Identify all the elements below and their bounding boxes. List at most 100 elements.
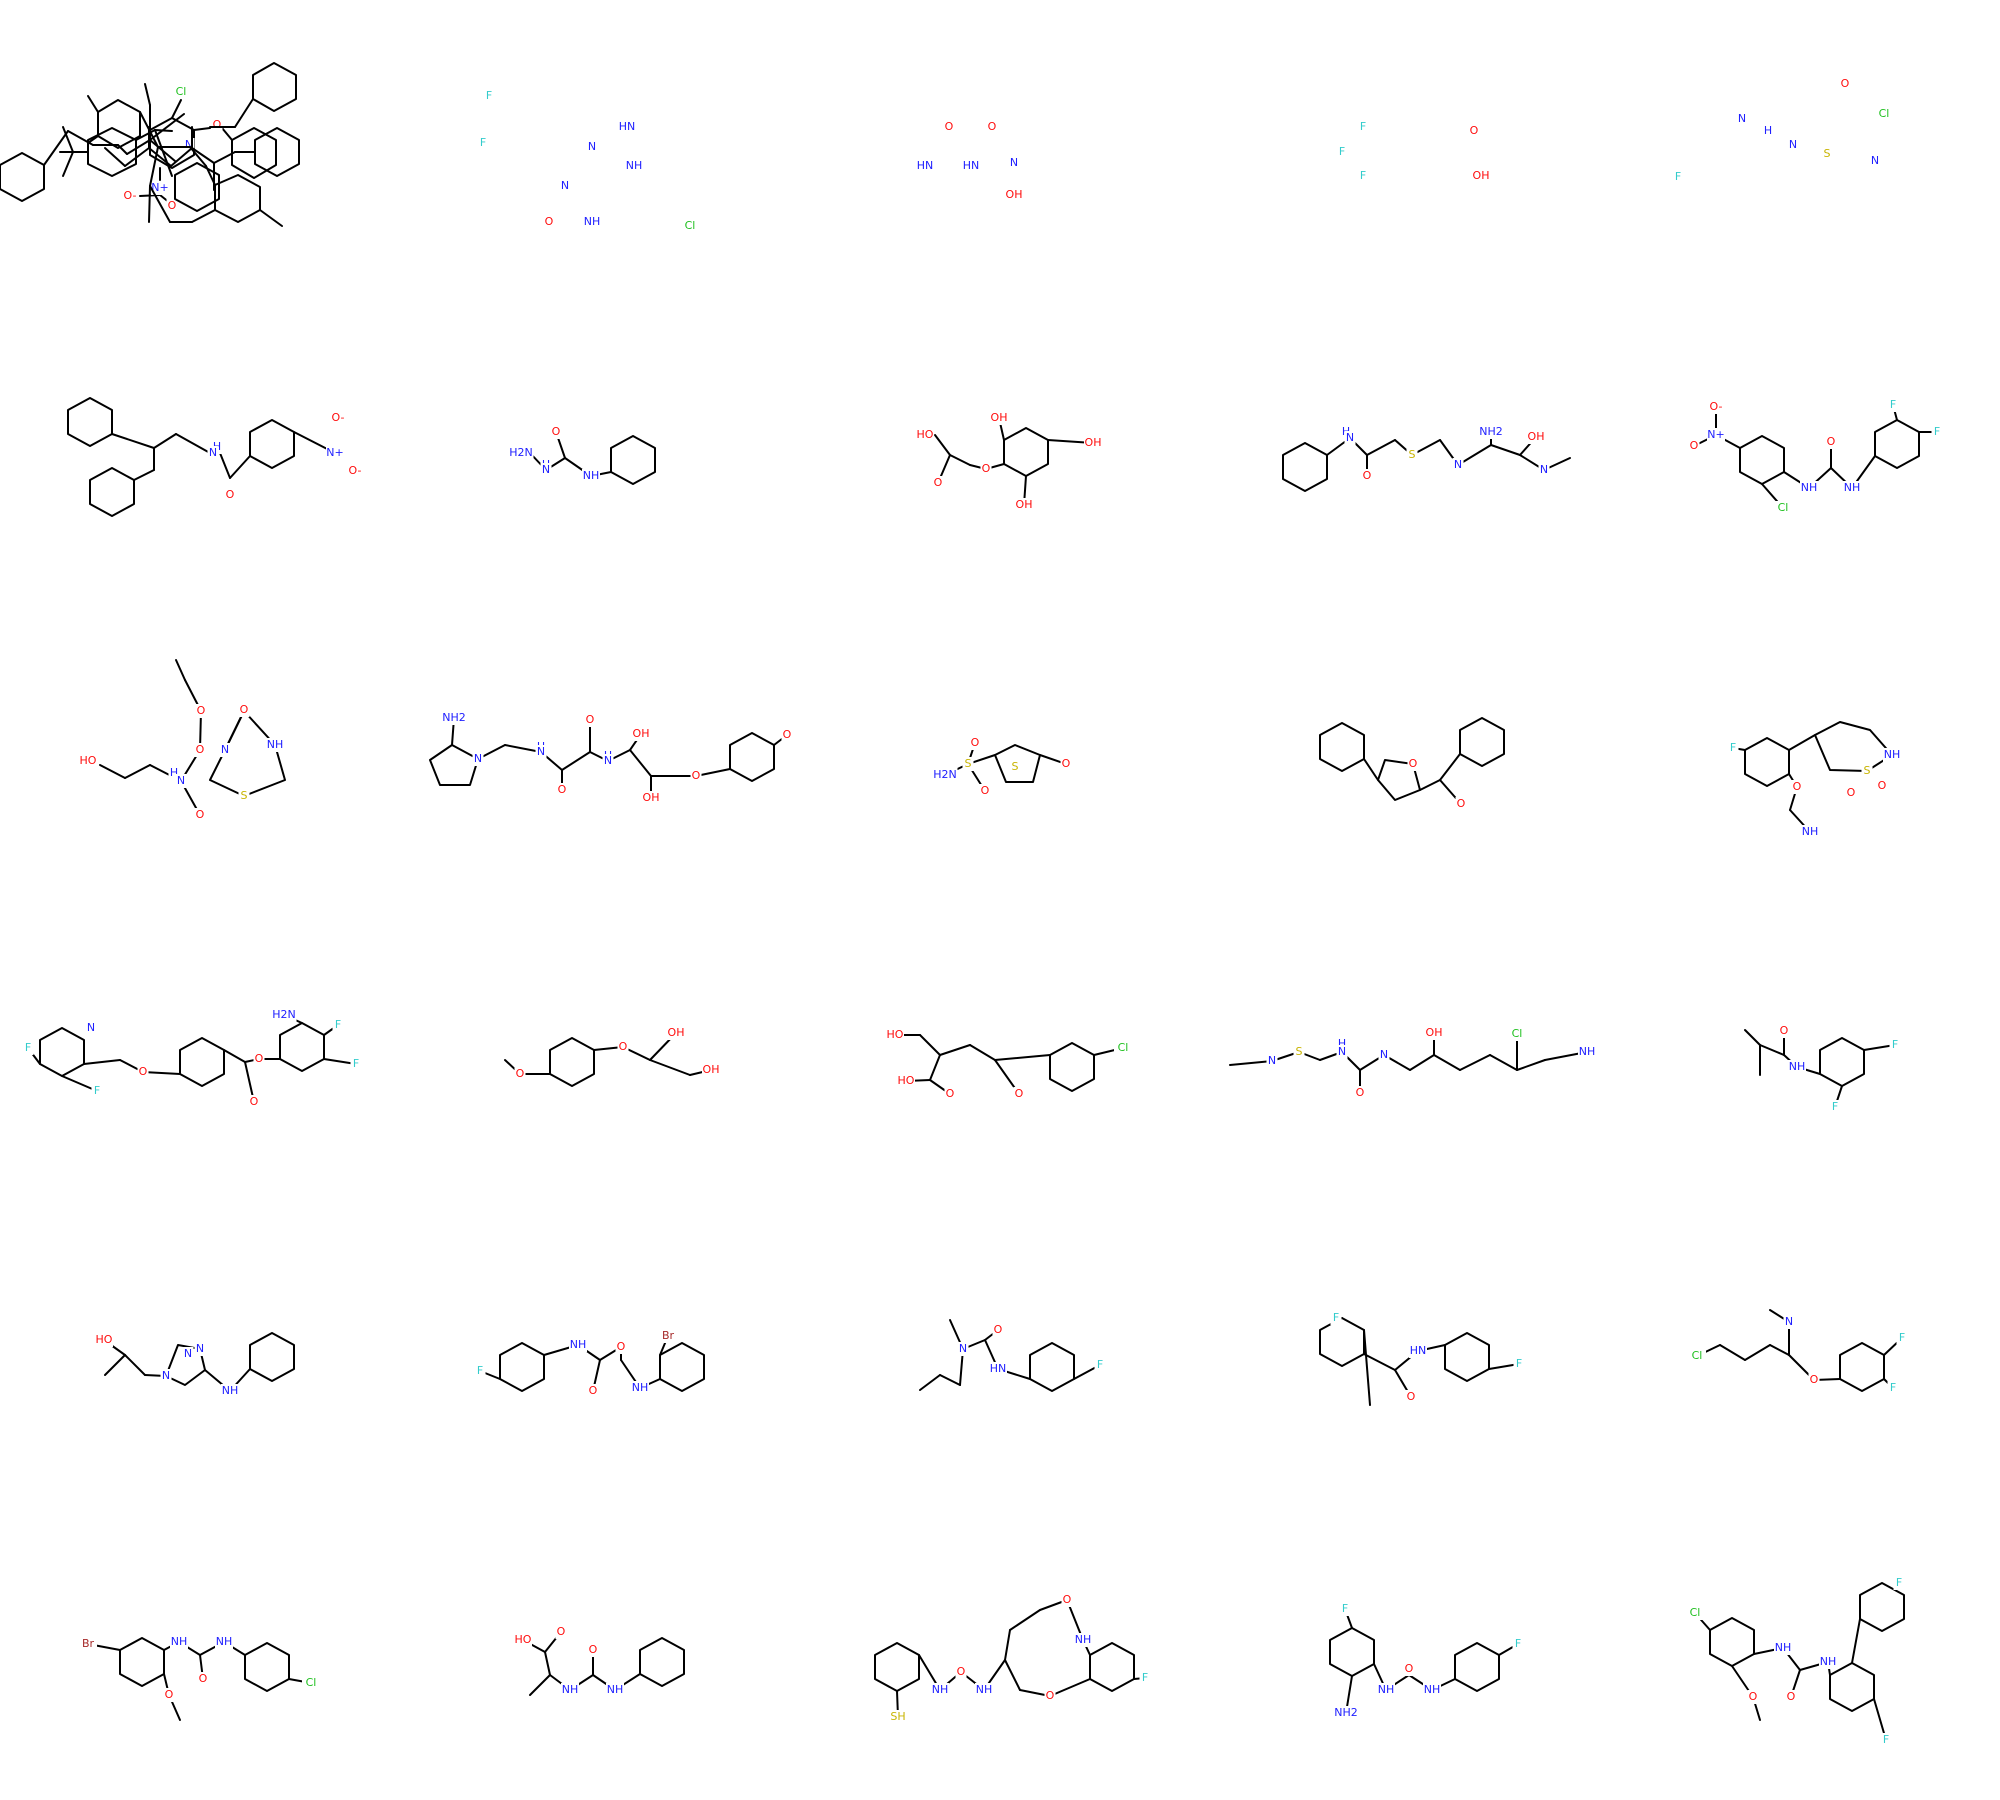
ring-bond	[1049, 1042, 1095, 1092]
ring-bond	[1819, 1037, 1865, 1087]
atom-label: F	[486, 89, 492, 102]
atom-label-bg	[1330, 1311, 1342, 1325]
molecule-phenylsemicarbazide: OH2NHNNH	[508, 425, 656, 485]
atom-label-bg	[632, 727, 650, 741]
atom-label-bg	[932, 768, 958, 782]
bond	[994, 1054, 1051, 1061]
atom-label-bg	[943, 120, 955, 134]
atom-label: O	[250, 1095, 259, 1108]
atom-label-bg	[944, 1087, 956, 1101]
bond	[117, 144, 128, 155]
atom-label: F	[1832, 1100, 1838, 1113]
bond	[135, 129, 156, 141]
atom-label: NH	[607, 1683, 624, 1696]
atom-label-bg	[1762, 124, 1774, 138]
bond	[234, 98, 254, 128]
atom-label-bg	[175, 774, 187, 788]
atom-label-bg	[1405, 1390, 1417, 1404]
atom-label-bg	[197, 1672, 209, 1686]
atom-label: Cl	[306, 1676, 317, 1689]
ring-bond	[1829, 1662, 1875, 1712]
molecule-methoxyphenoxy-propanediol: OH O OH O	[504, 1026, 720, 1087]
bond	[1229, 1060, 1273, 1066]
atom-label-bg	[207, 446, 219, 460]
bond	[969, 1044, 996, 1061]
atom-label-bg	[667, 1026, 685, 1040]
bond	[1363, 1353, 1396, 1371]
atom-label: OH	[703, 1063, 720, 1076]
atom-label-bg	[1377, 1683, 1395, 1697]
atom-label: NH	[932, 1683, 949, 1696]
atom-label: HN	[990, 1362, 1007, 1375]
atom-label: NH	[632, 1381, 649, 1394]
atom-label: O	[619, 1040, 628, 1053]
atom-label-bg	[931, 1683, 949, 1697]
atom-label-bg	[781, 728, 793, 742]
bond	[1004, 1659, 1021, 1691]
atom-label: O	[199, 1672, 208, 1685]
atom-label-bg	[957, 1342, 969, 1356]
atom-label: Cl	[685, 219, 696, 232]
atom-label-bg	[514, 1067, 526, 1081]
atom-label: HO	[515, 1633, 532, 1646]
atom-label: HO	[80, 754, 97, 767]
atom-label: H	[1764, 124, 1772, 137]
atom-label: N	[1338, 1045, 1346, 1058]
atom-label-bg	[168, 766, 180, 780]
bond	[259, 209, 283, 227]
ring-bond	[610, 435, 656, 485]
atom-label: N	[177, 774, 185, 787]
atom-label-bg	[1015, 498, 1033, 512]
atom-label-bg	[1736, 112, 1748, 126]
atom-label: Br	[82, 1637, 95, 1650]
atom-label-bg	[556, 783, 568, 797]
atom-label: NH	[562, 1683, 579, 1696]
atom-label: F	[1360, 120, 1366, 133]
atom-label: O	[557, 1625, 566, 1638]
atom-label: O	[957, 1665, 966, 1678]
atom-label: NH	[1844, 481, 1861, 494]
atom-label-bg	[1861, 764, 1873, 778]
atom-label-bg	[986, 120, 998, 134]
atom-label: O	[552, 425, 561, 438]
atom-label: O-	[332, 411, 345, 424]
atom-label: S	[965, 757, 972, 770]
atom-label: N	[1738, 112, 1746, 125]
atom-label-bg	[1468, 124, 1480, 138]
atom-label: O	[586, 713, 595, 726]
atom-label: O	[139, 1065, 148, 1078]
atom-label: NH2	[1479, 425, 1503, 438]
atom-label: Cl	[1778, 501, 1789, 514]
atom-label: Br	[662, 1329, 675, 1342]
atom-label-bg	[586, 140, 598, 154]
bond	[104, 147, 126, 167]
atom-label-bg	[606, 1683, 624, 1697]
atom-label-bg	[975, 1683, 993, 1697]
bond	[1009, 1609, 1041, 1631]
ring-bond	[1814, 721, 1893, 772]
ring-bond	[549, 1037, 595, 1087]
atom-label-bg	[916, 428, 934, 442]
atom-label-bg	[992, 1323, 1004, 1337]
atom-label: O	[1062, 757, 1071, 770]
atom-label-bg	[1808, 1373, 1820, 1387]
bond	[124, 764, 151, 779]
atom-label: N	[537, 745, 545, 758]
atom-label: N	[162, 1369, 170, 1382]
atom-label: O	[197, 704, 206, 717]
atom-label-bg	[1333, 1706, 1359, 1720]
atom-label-bg	[514, 1633, 532, 1647]
bond	[175, 659, 186, 681]
atom-label: N+	[326, 446, 343, 459]
atom-label: O	[1878, 779, 1887, 792]
atom-label: NH	[584, 215, 601, 228]
bond	[929, 1054, 941, 1081]
atom-label: N	[1010, 156, 1018, 169]
atom-label-bg	[602, 754, 614, 768]
atom-label: F	[1097, 1358, 1103, 1371]
bond	[529, 1674, 551, 1696]
atom-label-bg	[302, 1676, 320, 1690]
atom-label-bg	[681, 219, 699, 233]
